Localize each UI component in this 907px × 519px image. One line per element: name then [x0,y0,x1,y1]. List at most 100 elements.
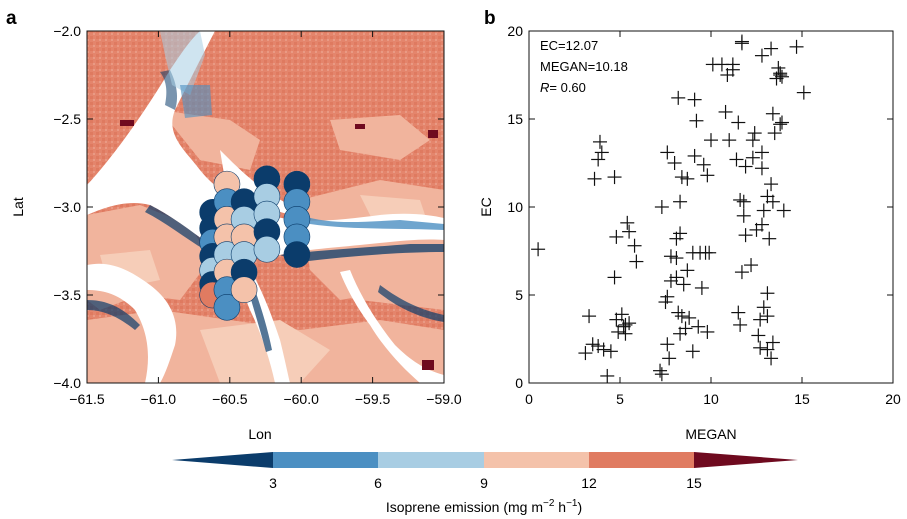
scatter-point [729,152,744,167]
scatter-point [669,231,684,246]
scatter-point [671,90,686,105]
scatter-point [760,189,775,204]
scatter-point [762,231,777,246]
scatter-y-tick-label: 20 [507,23,523,39]
scatter-point [680,263,695,278]
scatter-point [609,312,624,327]
scatter-point [667,156,682,170]
scatter-x-axis-label: MEGAN [685,426,736,442]
scatter-point [774,69,789,84]
scatter-point [609,229,624,244]
scatter-point [760,342,775,357]
scatter-point [674,309,689,324]
scatter-point [720,68,735,82]
scatter-axes: 0 5 10 15 20 0 5 10 15 20 [507,23,901,407]
scatter-x-tick-label: 10 [703,391,719,407]
colorbar-title-end: ) [578,499,583,515]
scatter-point [744,258,759,273]
map-x-tick-label: −61.0 [141,391,177,407]
scatter-point [627,238,642,253]
map-y-tick-label: −3.0 [53,199,81,215]
scatter-point [607,170,622,185]
scatter-point [600,368,615,383]
scatter-point [685,344,700,359]
scatter-point [687,92,702,107]
scatter-point [620,215,635,230]
scatter-point [622,224,637,239]
scatter-point [765,194,780,209]
colorbar: 3 6 9 12 15 Isoprene emission (mg m−2 h−… [172,452,798,515]
scatter-point [687,148,702,163]
scatter-point [764,351,779,366]
scatter-point [725,57,740,72]
scatter-point [669,270,684,285]
colorbar-tick-3: 3 [269,475,277,491]
map-y-tick-label: −3.5 [53,287,81,303]
scatter-point [700,324,715,339]
colorbar-segment-3-6 [273,452,378,468]
scatter-x-tick-label: 20 [885,391,901,407]
scatter-point [789,39,804,54]
colorbar-low-extension [172,452,273,468]
annotation-r-value: = 0.60 [549,80,586,95]
scatter-y-tick-label: 5 [515,287,523,303]
scatter-point [754,217,769,232]
scatter-points [531,34,811,383]
scatter-point [776,203,791,218]
scatter-point [660,145,675,160]
scatter-point [764,41,779,56]
scatter-x-tick-label: 5 [616,391,624,407]
scatter-point [749,222,764,237]
scatter-point [731,305,746,320]
colorbar-tick-15: 15 [686,475,702,491]
scatter-point [603,344,618,359]
map-x-tick-label: −60.5 [212,391,248,407]
track-marker [283,241,311,268]
scatter-point [738,228,753,243]
annotation-megan: MEGAN=10.18 [540,59,628,74]
scatter-point [734,34,749,49]
colorbar-tick-12: 12 [581,475,597,491]
scatter-point [654,367,669,382]
scatter-x-tick-label: 15 [794,391,810,407]
scatter-point [674,170,689,185]
scatter-point [673,226,688,241]
scatter-point [773,68,788,82]
flight-tracks [199,165,311,321]
colorbar-tick-6: 6 [374,475,382,491]
scatter-point [676,277,691,292]
scatter-point [704,133,718,148]
scatter-point [673,194,688,209]
scatter-point [765,335,780,350]
track-marker [230,276,258,304]
scatter-point [733,192,748,207]
scatter-point [694,280,709,295]
scatter-point [745,133,760,148]
scatter-point [678,321,693,336]
scatter-point [774,115,789,130]
annotation-r-symbol: R [540,80,549,95]
scatter-point [629,254,644,269]
scatter-point [736,194,751,209]
scatter-point [751,328,766,343]
scatter-point [662,351,677,366]
scatter-point [765,106,780,121]
scatter-point [764,177,779,192]
colorbar-title-mid: h [554,499,566,515]
scatter-point [591,152,606,167]
colorbar-segment-6-9 [378,452,484,468]
colorbar-title-exp2: −1 [566,498,578,509]
map-y-tick-label: −2.5 [53,111,81,127]
colorbar-tick-9: 9 [480,475,488,491]
scatter-point [733,317,748,332]
panel-a-label: a [6,8,17,29]
scatter-point [731,115,746,130]
scatter-point [738,159,753,174]
scatter-point [663,249,678,264]
dark-red-spots [120,120,438,370]
scatter-point [607,270,622,285]
scatter-point [594,145,609,160]
scatter-point [769,71,784,86]
scatter-point [747,126,762,141]
